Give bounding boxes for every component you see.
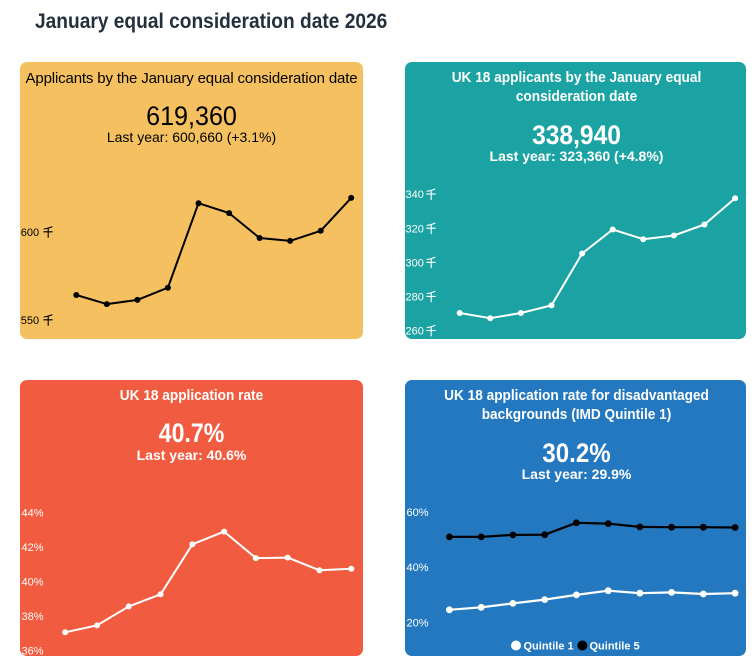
- svg-text:600: 600: [21, 227, 39, 239]
- svg-text:42%: 42%: [22, 542, 44, 554]
- svg-text:300: 300: [406, 257, 424, 269]
- svg-text:44%: 44%: [22, 507, 44, 519]
- svg-text:260: 260: [406, 326, 424, 338]
- svg-text:60%: 60%: [407, 507, 429, 519]
- svg-text:320: 320: [406, 223, 424, 235]
- svg-text:36%: 36%: [22, 646, 44, 658]
- svg-text:550: 550: [21, 315, 39, 327]
- svg-text:Quintile 1: Quintile 1: [524, 641, 574, 653]
- svg-text:40%: 40%: [22, 577, 44, 589]
- svg-text:20%: 20%: [407, 617, 429, 629]
- svg-text:Quintile 5: Quintile 5: [590, 641, 640, 653]
- svg-text:38%: 38%: [22, 611, 44, 623]
- svg-text:40%: 40%: [407, 562, 429, 574]
- svg-text:340: 340: [406, 189, 424, 201]
- svg-text:280: 280: [406, 292, 424, 304]
